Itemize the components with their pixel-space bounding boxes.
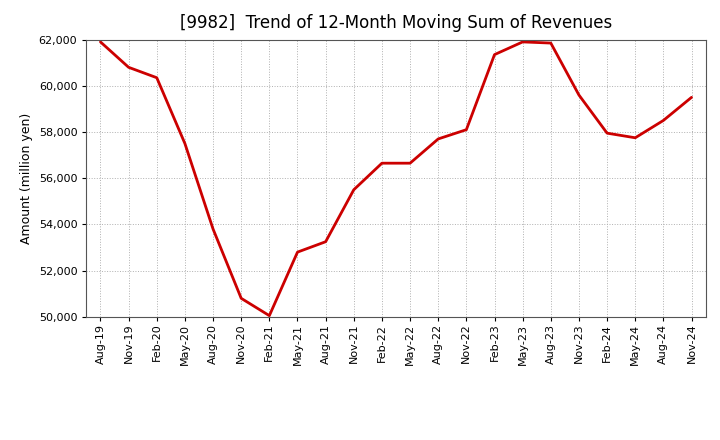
Y-axis label: Amount (million yen): Amount (million yen) [20,113,33,244]
Title: [9982]  Trend of 12-Month Moving Sum of Revenues: [9982] Trend of 12-Month Moving Sum of R… [180,15,612,33]
